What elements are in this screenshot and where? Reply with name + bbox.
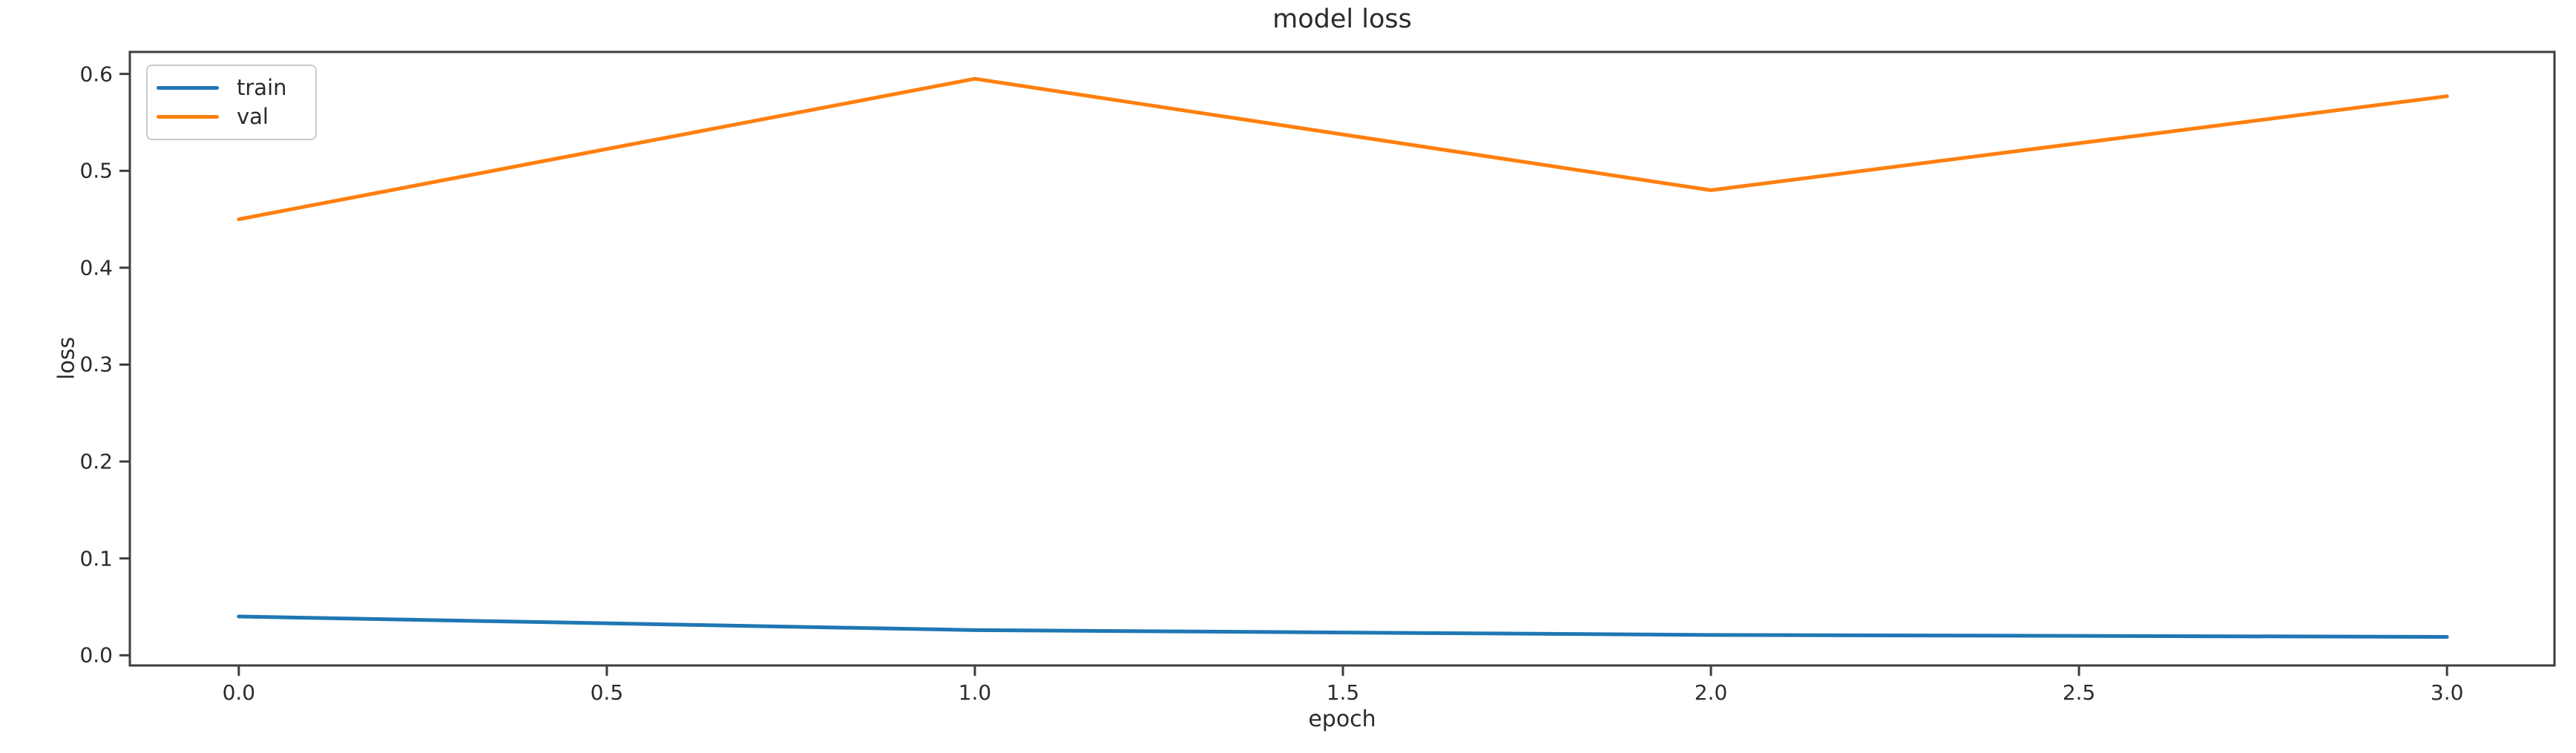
y-tick-label-0.0: 0.0 (79, 642, 113, 668)
x-tick-label-1.0: 1.0 (958, 680, 992, 705)
legend-label-val: val (237, 103, 269, 129)
x-tick-label-2.5: 2.5 (2062, 680, 2096, 705)
axes-frame (128, 50, 2556, 667)
legend-swatch-val (157, 114, 219, 119)
y-tick-label-0.5: 0.5 (79, 158, 113, 183)
x-tick-label-0.5: 0.5 (590, 680, 624, 705)
chart-title: model loss (1272, 4, 1412, 34)
x-tick-label-2.0: 2.0 (1694, 680, 1728, 705)
y-tick-label-0.4: 0.4 (79, 255, 113, 280)
y-tick-label-0.1: 0.1 (79, 546, 113, 571)
train-line (237, 614, 2449, 639)
x-tick-label-3.0: 3.0 (2430, 680, 2464, 705)
val-line (237, 76, 2449, 222)
y-tick-label-0.6: 0.6 (79, 62, 113, 87)
legend: train val (146, 65, 317, 140)
legend-item-val: val (157, 103, 306, 129)
y-tick-label-0.2: 0.2 (79, 449, 113, 474)
legend-swatch-train (157, 86, 219, 91)
legend-label-train: train (237, 75, 287, 101)
y-axis-label: loss (53, 337, 80, 380)
x-axis-label: epoch (1308, 706, 1376, 732)
legend-item-train: train (157, 77, 306, 99)
x-tick-label-1.5: 1.5 (1326, 680, 1360, 705)
y-tick-label-0.3: 0.3 (79, 352, 113, 377)
x-tick-label-0.0: 0.0 (222, 680, 256, 705)
